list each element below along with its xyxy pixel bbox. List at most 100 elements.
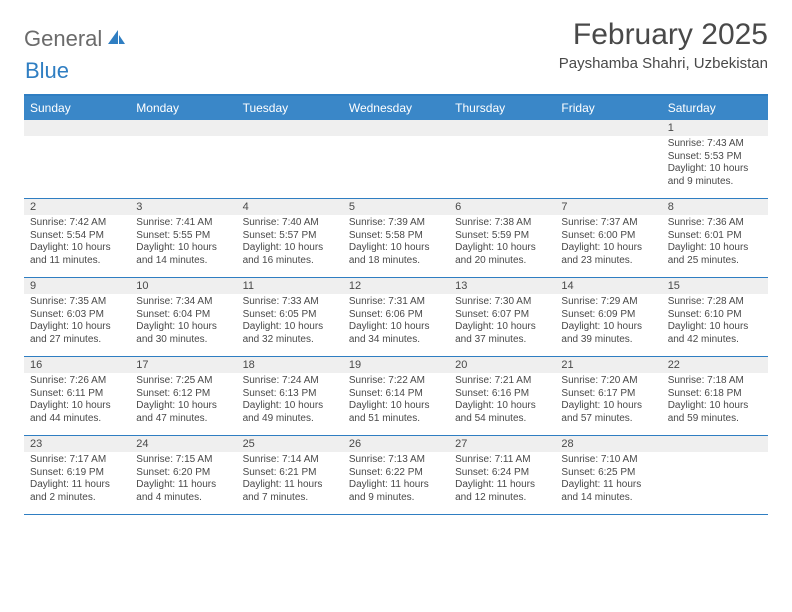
- day-body: Sunrise: 7:35 AMSunset: 6:03 PMDaylight:…: [24, 294, 130, 350]
- sunset-text: Sunset: 6:16 PM: [455, 388, 549, 401]
- day-cell: [24, 120, 130, 198]
- title-block: February 2025 Payshamba Shahri, Uzbekist…: [559, 18, 768, 72]
- daylight-text: Daylight: 10 hours and 47 minutes.: [136, 400, 230, 425]
- sunset-text: Sunset: 5:54 PM: [30, 230, 124, 243]
- week-row: 2Sunrise: 7:42 AMSunset: 5:54 PMDaylight…: [24, 199, 768, 278]
- sunrise-text: Sunrise: 7:10 AM: [561, 454, 655, 467]
- week-row: 23Sunrise: 7:17 AMSunset: 6:19 PMDayligh…: [24, 436, 768, 515]
- daylight-text: Daylight: 10 hours and 57 minutes.: [561, 400, 655, 425]
- day-cell: [130, 120, 236, 198]
- sunrise-text: Sunrise: 7:33 AM: [243, 296, 337, 309]
- day-number: 24: [130, 436, 236, 452]
- day-body: Sunrise: 7:34 AMSunset: 6:04 PMDaylight:…: [130, 294, 236, 350]
- sunrise-text: Sunrise: 7:21 AM: [455, 375, 549, 388]
- sunset-text: Sunset: 6:07 PM: [455, 309, 549, 322]
- day-number: [237, 120, 343, 136]
- logo-text-2: Blue: [25, 58, 69, 83]
- daylight-text: Daylight: 10 hours and 49 minutes.: [243, 400, 337, 425]
- day-number: 16: [24, 357, 130, 373]
- day-number: 13: [449, 278, 555, 294]
- daylight-text: Daylight: 10 hours and 30 minutes.: [136, 321, 230, 346]
- day-number: 1: [662, 120, 768, 136]
- daylight-text: Daylight: 11 hours and 9 minutes.: [349, 479, 443, 504]
- daylight-text: Daylight: 10 hours and 23 minutes.: [561, 242, 655, 267]
- sunset-text: Sunset: 6:04 PM: [136, 309, 230, 322]
- daylight-text: Daylight: 10 hours and 44 minutes.: [30, 400, 124, 425]
- month-title: February 2025: [559, 18, 768, 51]
- daylight-text: Daylight: 10 hours and 39 minutes.: [561, 321, 655, 346]
- sunrise-text: Sunrise: 7:39 AM: [349, 217, 443, 230]
- day-header: Saturday: [662, 96, 768, 120]
- sunrise-text: Sunrise: 7:37 AM: [561, 217, 655, 230]
- day-number: 9: [24, 278, 130, 294]
- day-header: Tuesday: [237, 96, 343, 120]
- sunrise-text: Sunrise: 7:29 AM: [561, 296, 655, 309]
- sunset-text: Sunset: 6:24 PM: [455, 467, 549, 480]
- daylight-text: Daylight: 11 hours and 12 minutes.: [455, 479, 549, 504]
- day-cell: 9Sunrise: 7:35 AMSunset: 6:03 PMDaylight…: [24, 278, 130, 356]
- sunrise-text: Sunrise: 7:43 AM: [668, 138, 762, 151]
- calendar-page: General February 2025 Payshamba Shahri, …: [0, 0, 792, 533]
- sunset-text: Sunset: 6:13 PM: [243, 388, 337, 401]
- day-cell: 22Sunrise: 7:18 AMSunset: 6:18 PMDayligh…: [662, 357, 768, 435]
- day-number: 4: [237, 199, 343, 215]
- day-cell: 6Sunrise: 7:38 AMSunset: 5:59 PMDaylight…: [449, 199, 555, 277]
- sunrise-text: Sunrise: 7:35 AM: [30, 296, 124, 309]
- day-number: [555, 120, 661, 136]
- day-cell: 28Sunrise: 7:10 AMSunset: 6:25 PMDayligh…: [555, 436, 661, 514]
- day-number: 10: [130, 278, 236, 294]
- day-body: Sunrise: 7:36 AMSunset: 6:01 PMDaylight:…: [662, 215, 768, 271]
- day-number: 26: [343, 436, 449, 452]
- daylight-text: Daylight: 10 hours and 18 minutes.: [349, 242, 443, 267]
- daylight-text: Daylight: 10 hours and 9 minutes.: [668, 163, 762, 188]
- day-body: [555, 136, 661, 142]
- daylight-text: Daylight: 10 hours and 25 minutes.: [668, 242, 762, 267]
- day-cell: 8Sunrise: 7:36 AMSunset: 6:01 PMDaylight…: [662, 199, 768, 277]
- week-row: 9Sunrise: 7:35 AMSunset: 6:03 PMDaylight…: [24, 278, 768, 357]
- sunset-text: Sunset: 6:06 PM: [349, 309, 443, 322]
- day-cell: 16Sunrise: 7:26 AMSunset: 6:11 PMDayligh…: [24, 357, 130, 435]
- day-body: Sunrise: 7:42 AMSunset: 5:54 PMDaylight:…: [24, 215, 130, 271]
- day-number: 12: [343, 278, 449, 294]
- day-number: 25: [237, 436, 343, 452]
- sunset-text: Sunset: 6:10 PM: [668, 309, 762, 322]
- sunrise-text: Sunrise: 7:41 AM: [136, 217, 230, 230]
- day-number: 23: [24, 436, 130, 452]
- day-body: Sunrise: 7:13 AMSunset: 6:22 PMDaylight:…: [343, 452, 449, 508]
- day-cell: 18Sunrise: 7:24 AMSunset: 6:13 PMDayligh…: [237, 357, 343, 435]
- sunset-text: Sunset: 5:58 PM: [349, 230, 443, 243]
- day-header: Wednesday: [343, 96, 449, 120]
- daylight-text: Daylight: 10 hours and 34 minutes.: [349, 321, 443, 346]
- daylight-text: Daylight: 10 hours and 27 minutes.: [30, 321, 124, 346]
- sunset-text: Sunset: 5:53 PM: [668, 151, 762, 164]
- sunrise-text: Sunrise: 7:11 AM: [455, 454, 549, 467]
- sunset-text: Sunset: 6:14 PM: [349, 388, 443, 401]
- day-body: Sunrise: 7:26 AMSunset: 6:11 PMDaylight:…: [24, 373, 130, 429]
- day-number: 14: [555, 278, 661, 294]
- sunrise-text: Sunrise: 7:25 AM: [136, 375, 230, 388]
- sunrise-text: Sunrise: 7:26 AM: [30, 375, 124, 388]
- daylight-text: Daylight: 10 hours and 54 minutes.: [455, 400, 549, 425]
- day-cell: 12Sunrise: 7:31 AMSunset: 6:06 PMDayligh…: [343, 278, 449, 356]
- day-body: [343, 136, 449, 142]
- daylight-text: Daylight: 11 hours and 7 minutes.: [243, 479, 337, 504]
- day-body: Sunrise: 7:14 AMSunset: 6:21 PMDaylight:…: [237, 452, 343, 508]
- daylight-text: Daylight: 11 hours and 2 minutes.: [30, 479, 124, 504]
- day-body: Sunrise: 7:22 AMSunset: 6:14 PMDaylight:…: [343, 373, 449, 429]
- day-header: Thursday: [449, 96, 555, 120]
- day-header-row: Sunday Monday Tuesday Wednesday Thursday…: [24, 96, 768, 120]
- sunrise-text: Sunrise: 7:13 AM: [349, 454, 443, 467]
- day-body: Sunrise: 7:31 AMSunset: 6:06 PMDaylight:…: [343, 294, 449, 350]
- day-number: 11: [237, 278, 343, 294]
- day-header: Friday: [555, 96, 661, 120]
- day-cell: 15Sunrise: 7:28 AMSunset: 6:10 PMDayligh…: [662, 278, 768, 356]
- calendar-grid: Sunday Monday Tuesday Wednesday Thursday…: [24, 94, 768, 515]
- sunset-text: Sunset: 6:01 PM: [668, 230, 762, 243]
- day-header: Sunday: [24, 96, 130, 120]
- day-body: Sunrise: 7:30 AMSunset: 6:07 PMDaylight:…: [449, 294, 555, 350]
- day-cell: [449, 120, 555, 198]
- daylight-text: Daylight: 11 hours and 14 minutes.: [561, 479, 655, 504]
- day-cell: 11Sunrise: 7:33 AMSunset: 6:05 PMDayligh…: [237, 278, 343, 356]
- daylight-text: Daylight: 10 hours and 14 minutes.: [136, 242, 230, 267]
- day-body: Sunrise: 7:40 AMSunset: 5:57 PMDaylight:…: [237, 215, 343, 271]
